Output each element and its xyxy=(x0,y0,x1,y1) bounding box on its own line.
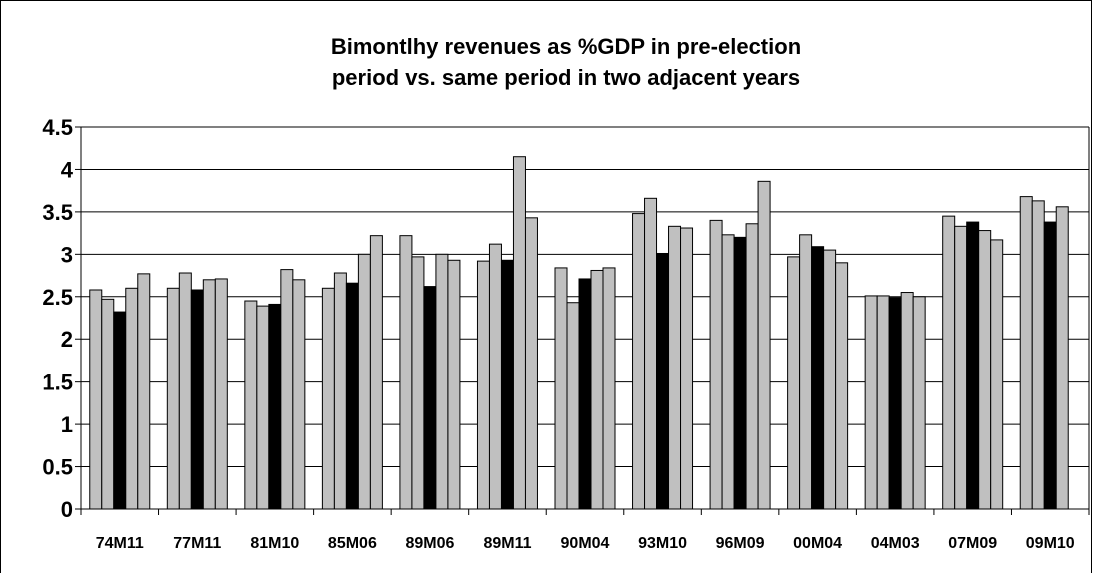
x-axis-category-labels: 74M11 77M11 81M10 85M06 89M06 89M11 90M04 93M10… xyxy=(96,535,1075,552)
bar xyxy=(268,303,282,510)
bar xyxy=(166,287,180,510)
bar xyxy=(137,273,151,510)
bar xyxy=(435,253,449,510)
x-category-label: 85M06 xyxy=(328,535,377,552)
bar xyxy=(256,305,270,510)
bar xyxy=(644,197,658,510)
y-tick-label: 4.5 xyxy=(42,115,73,140)
bar xyxy=(357,253,371,510)
x-category-label: 89M06 xyxy=(405,535,454,552)
y-tick-label: 0.5 xyxy=(42,455,73,480)
y-tick-label: 2 xyxy=(61,327,73,352)
bar xyxy=(602,267,616,510)
bar xyxy=(345,282,359,510)
bar xyxy=(125,287,139,510)
bar xyxy=(900,292,914,510)
x-category-label: 00M04 xyxy=(793,535,842,552)
bar xyxy=(978,230,992,510)
bar xyxy=(566,302,580,510)
bar xyxy=(835,262,849,510)
bar xyxy=(1019,196,1033,510)
bar xyxy=(113,311,127,510)
bar xyxy=(799,234,813,510)
bar xyxy=(954,225,968,510)
bar xyxy=(89,289,103,510)
bar xyxy=(709,219,723,510)
x-category-label: 96M09 xyxy=(716,535,765,552)
bar xyxy=(411,256,425,510)
bar xyxy=(512,156,526,510)
bar xyxy=(590,269,604,510)
y-tick-label: 3.5 xyxy=(42,200,73,225)
bar xyxy=(423,286,437,510)
axes xyxy=(75,126,1090,515)
y-tick-label: 2.5 xyxy=(42,285,73,310)
bar xyxy=(178,272,192,510)
bar xyxy=(447,259,461,510)
bar xyxy=(990,239,1004,510)
bar xyxy=(488,243,502,510)
bar xyxy=(864,295,878,510)
y-tick-label: 1 xyxy=(61,412,73,437)
y-tick-label: 4 xyxy=(61,157,74,182)
bar xyxy=(632,213,646,510)
bar xyxy=(745,223,759,510)
bar xyxy=(280,269,294,510)
bar xyxy=(333,272,347,510)
bar xyxy=(912,296,926,510)
bar xyxy=(757,180,771,510)
y-tick-label: 1.5 xyxy=(42,370,73,395)
bar xyxy=(656,252,670,510)
bar xyxy=(321,287,335,510)
bar xyxy=(578,278,592,510)
bar xyxy=(399,235,413,510)
bar xyxy=(888,297,902,510)
bar xyxy=(787,256,801,510)
bar xyxy=(876,295,890,510)
x-category-label: 77M11 xyxy=(173,535,221,552)
bar xyxy=(524,217,538,510)
chart-title-line-2: period vs. same period in two adjacent y… xyxy=(332,65,800,90)
bar xyxy=(942,215,956,510)
bar xyxy=(1043,221,1057,510)
bar xyxy=(214,278,228,510)
x-category-label: 09M10 xyxy=(1026,535,1075,552)
y-axis-tick-labels: 0 0.5 1 1.5 2 2.5 3 3.5 4 4.5 xyxy=(42,115,73,522)
x-category-label: 93M10 xyxy=(638,535,687,552)
bar xyxy=(190,289,204,510)
bars xyxy=(89,156,1069,510)
x-category-label: 74M11 xyxy=(96,535,144,552)
bar xyxy=(668,225,682,510)
bar xyxy=(101,298,115,510)
bar xyxy=(680,227,694,510)
bar xyxy=(202,279,216,510)
x-category-label: 81M10 xyxy=(250,535,299,552)
y-tick-label: 0 xyxy=(61,497,73,522)
x-category-label: 07M09 xyxy=(948,535,997,552)
x-category-label: 89M11 xyxy=(483,535,531,552)
bar xyxy=(1055,206,1069,510)
chart-title-line-1: Bimontlhy revenues as %GDP in pre-electi… xyxy=(331,34,801,59)
bar xyxy=(966,221,980,510)
bar xyxy=(554,267,568,510)
bar xyxy=(292,279,306,510)
bar xyxy=(721,234,735,510)
bar xyxy=(1031,200,1045,510)
x-category-label: 04M03 xyxy=(871,535,920,552)
x-category-label: 90M04 xyxy=(561,535,610,552)
bar xyxy=(823,249,837,510)
bar xyxy=(500,259,514,510)
bar xyxy=(244,300,258,510)
bar xyxy=(811,246,825,510)
y-tick-label: 3 xyxy=(61,242,73,267)
bar xyxy=(476,260,490,510)
bar xyxy=(369,235,383,510)
bar xyxy=(733,236,747,510)
